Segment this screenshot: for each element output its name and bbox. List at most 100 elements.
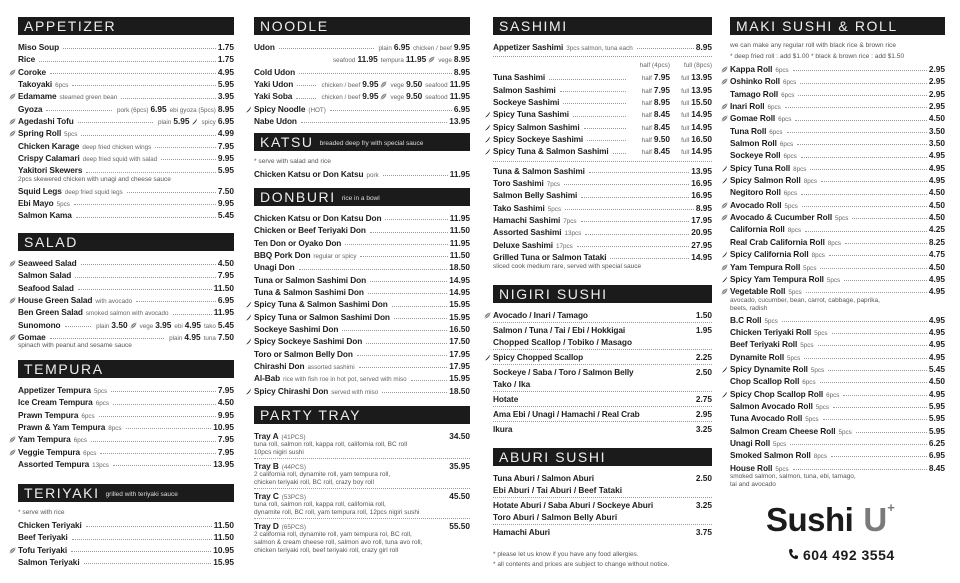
menu-item[interactable]: Hotate 2.75	[493, 393, 712, 405]
menu-item[interactable]: Spicy Tuna & Salmon Sashimi Don 15.95	[246, 298, 470, 310]
menu-item[interactable]: Spicy Yam Tempura Roll 5pcs 4.95	[722, 273, 945, 285]
menu-item[interactable]: Sockeye Roll 6pcs 4.95	[730, 149, 945, 161]
menu-item[interactable]: Spicy California Roll 8pcs 4.75	[722, 248, 945, 260]
menu-item[interactable]: Yaki Soba chicken / beef 9.95 vege 9.50 seafo…	[254, 90, 470, 102]
menu-item[interactable]: Cold Udon 8.95	[254, 66, 470, 78]
menu-item[interactable]: Avocado Roll 5pcs 4.50	[721, 199, 945, 211]
menu-item[interactable]: Negitoro Roll 6pcs 4.50	[730, 186, 945, 198]
menu-item[interactable]: Chicken Karage deep fried chicken wings 7.…	[18, 140, 234, 152]
menu-item[interactable]: Squid Legs deep fried squid legs 7.50	[18, 185, 234, 197]
menu-item[interactable]: Tuna & Salmon Sashimi 13.95	[493, 165, 712, 177]
menu-item[interactable]: Appetizer Tempura 5pcs 7.95	[18, 384, 234, 396]
menu-item[interactable]: Gyoza pork (6pcs) 6.95 ebi gyoza (5pcs) 8.95	[18, 103, 234, 115]
menu-item[interactable]: Veggie Tempura 6pcs 7.95	[9, 446, 234, 458]
menu-item[interactable]: Inari Roll 6pcs 2.95	[721, 100, 945, 112]
menu-item[interactable]: Smoked Salmon Roll 8pcs 6.95	[730, 449, 945, 461]
menu-item[interactable]: Spicy Dynamite Roll 5pcs 5.45	[722, 363, 945, 375]
menu-item[interactable]: Salmon Cream Cheese Roll 5pcs 5.95	[730, 425, 945, 437]
menu-item[interactable]: Prawn Tempura 6pcs 9.95	[18, 409, 234, 421]
menu-item[interactable]: Spring Roll 5pcs 4.99	[9, 127, 234, 139]
menu-item[interactable]: Chicken Katsu or Don Katsu pork 11.95	[254, 168, 470, 180]
menu-item[interactable]: Spicy Tuna & Salmon Sashimi half 8.45 full 1…	[485, 145, 712, 157]
menu-item[interactable]: Tuna or Salmon Sashimi Don 14.95	[254, 274, 470, 286]
menu-item[interactable]: Tray B (44PCS) 35.95	[254, 460, 470, 472]
menu-item[interactable]: Ten Don or Oyako Don 11.95	[254, 237, 470, 249]
menu-item[interactable]: Appetizer Sashimi 3pcs salmon, tuna each 8…	[493, 41, 712, 53]
menu-item[interactable]: Sockeye / Saba / Toro / Salmon Belly 2.50	[493, 366, 712, 378]
menu-item[interactable]: Gomae Roll 6pcs 4.50	[721, 112, 945, 124]
menu-item[interactable]: Tuna & Salmon Sashimi Don 14.95	[254, 286, 470, 298]
menu-item[interactable]: Spicy Sockeye Sashimi half 9.50 full 16.50	[485, 133, 712, 145]
phone-number[interactable]: 604 492 3554	[788, 547, 895, 563]
menu-item[interactable]: Grilled Tuna or Salmon Tataki 14.95	[493, 251, 712, 263]
menu-item[interactable]: Ama Ebi / Unagi / Hamachi / Real Crab 2.9…	[493, 408, 712, 420]
menu-item[interactable]: Spicy Chop Scallop Roll 6pcs 4.95	[722, 388, 945, 400]
menu-item[interactable]: Miso Soup 1.75	[18, 41, 234, 53]
menu-item[interactable]: California Roll 8pcs 4.25	[730, 223, 945, 235]
menu-item[interactable]: Chicken Teriyaki Roll 5pcs 4.95	[730, 326, 945, 338]
menu-item[interactable]: Oshinko Roll 6pcs 2.95	[721, 75, 945, 87]
menu-item[interactable]: Salmon Sashimi half 7.95 full 13.95	[493, 84, 712, 96]
menu-item[interactable]: Spicy Chopped Scallop 2.25	[485, 351, 712, 363]
menu-item[interactable]: Chirashi Don assorted sashimi 17.95	[254, 360, 470, 372]
menu-item[interactable]: Salmon Kama 5.45	[18, 209, 234, 221]
menu-item[interactable]: B.C Roll 5pcs 4.95	[730, 314, 945, 326]
menu-item[interactable]: Toro or Salmon Belly Don 17.95	[254, 348, 470, 360]
menu-item[interactable]: Tuna Roll 6pcs 3.50	[730, 125, 945, 137]
menu-item[interactable]: Spicy Noodle (HOT) 6.95	[246, 103, 470, 115]
menu-item[interactable]: Udon plain 6.95 chicken / beef 9.95	[254, 41, 470, 53]
menu-item[interactable]: Chop Scallop Roll 6pcs 4.50	[730, 375, 945, 387]
menu-item[interactable]: Tofu Teriyaki 10.95	[9, 544, 234, 556]
menu-item[interactable]: Tuna Sashimi half 7.95 full 13.95	[493, 71, 712, 83]
menu-item[interactable]: Ice Cream Tempura 6pcs 4.50	[18, 396, 234, 408]
menu-item[interactable]: Spicy Tuna Sashimi half 8.45 full 14.95	[485, 108, 712, 120]
menu-item[interactable]: Unagi Don 18.50	[254, 261, 470, 273]
menu-item[interactable]: Yam Tempura Roll 5pcs 4.50	[721, 261, 945, 273]
menu-item[interactable]: Avocado / Inari / Tamago 1.50	[484, 309, 712, 321]
menu-item[interactable]: Spicy Salmon Sashimi half 8.45 full 14.95	[485, 121, 712, 133]
menu-item[interactable]: Kappa Roll 6pcs 2.95	[721, 63, 945, 75]
menu-item[interactable]: Tuna Aburi / Salmon Aburi 2.50	[493, 472, 712, 484]
menu-item[interactable]: Chicken or Beef Teriyaki Don 11.50	[254, 224, 470, 236]
menu-item[interactable]: Salmon Belly Sashimi 16.95	[493, 189, 712, 201]
menu-item[interactable]: Ben Green Salad smoked salmon with avocad…	[18, 306, 234, 318]
menu-item[interactable]: Avocado & Cucumber Roll 5pcs 4.50	[721, 211, 945, 223]
menu-item[interactable]: Hotate Aburi / Saba Aburi / Sockeye Abur…	[493, 499, 712, 511]
menu-item[interactable]: Rice 1.75	[18, 53, 234, 65]
menu-item[interactable]: Unagi Roll 5pcs 6.25	[730, 437, 945, 449]
menu-item[interactable]: Yam Tempura 6pcs 7.95	[9, 433, 234, 445]
menu-item[interactable]: Deluxe Sashimi 17pcs 27.95	[493, 239, 712, 251]
menu-item[interactable]: Edamame steamed green bean 3.95	[9, 90, 234, 102]
menu-item[interactable]: Seaweed Salad 4.50	[9, 257, 234, 269]
menu-item[interactable]: Tamago Roll 6pcs 2.95	[730, 88, 945, 100]
menu-item[interactable]: Sockeye Sashimi half 8.95 full 15.50	[493, 96, 712, 108]
menu-item[interactable]: Gomae plain 4.95 tuna 7.50	[9, 331, 234, 343]
menu-item[interactable]: Ebi Mayo 5pcs 9.95	[18, 197, 234, 209]
menu-item[interactable]: Beef Teriyaki Roll 5pcs 4.95	[730, 338, 945, 350]
menu-item[interactable]: Ikura 3.25	[493, 423, 712, 435]
menu-item[interactable]: Spicy Sockeye Sashimi Don 17.50	[246, 335, 470, 347]
menu-item[interactable]: Real Crab California Roll 8pcs 8.25	[730, 236, 945, 248]
menu-item[interactable]: Assorted Sashimi 13pcs 20.95	[493, 226, 712, 238]
menu-item[interactable]: Crispy Calamari deep fried squid with sal…	[18, 152, 234, 164]
menu-item[interactable]: Nabe Udon 13.95	[254, 115, 470, 127]
menu-item[interactable]: Spicy Tuna or Salmon Sashimi Don 15.95	[246, 311, 470, 323]
menu-item[interactable]: Takoyaki 6pcs 5.95	[18, 78, 234, 90]
menu-item[interactable]: House Roll 5pcs 8.45	[730, 462, 945, 474]
menu-item[interactable]: Chicken Katsu or Don Katsu Don 11.95	[254, 212, 470, 224]
menu-item[interactable]: Al-Bab rice with fish roe in hot pot, ser…	[254, 372, 470, 384]
menu-item[interactable]: Spicy Salmon Roll 8pcs 4.95	[722, 174, 945, 186]
menu-item[interactable]: Tako Sashimi 5pcs 8.95	[493, 202, 712, 214]
menu-item[interactable]: Sockeye Sashimi Don 16.50	[254, 323, 470, 335]
menu-item[interactable]: Yaki Udon chicken / beef 9.95 vege 9.50 seafo…	[254, 78, 470, 90]
menu-item[interactable]: Tuna Avocado Roll 5pcs 5.95	[730, 412, 945, 424]
menu-item[interactable]: Tray A (41PCS) 34.50	[254, 430, 470, 442]
menu-item[interactable]: Prawn & Yam Tempura 8pcs 10.95	[18, 421, 234, 433]
menu-item[interactable]: Hamachi Aburi 3.75	[493, 526, 712, 538]
menu-item[interactable]: Salmon / Tuna / Tai / Ebi / Hokkigai 1.95	[493, 324, 712, 336]
menu-item[interactable]: Sunomono plain 3.50 vege 3.95 ebi 4.95 tako 5.45	[18, 319, 234, 331]
menu-item[interactable]: Yakitori Skewers 5.95	[18, 164, 234, 176]
menu-item[interactable]: Spicy Chirashi Don served with miso 18.50	[246, 385, 470, 397]
menu-item[interactable]: Agedashi Tofu plain 5.95 spicy 6.95	[9, 115, 234, 127]
menu-item[interactable]: Salmon Roll 6pcs 3.50	[730, 137, 945, 149]
